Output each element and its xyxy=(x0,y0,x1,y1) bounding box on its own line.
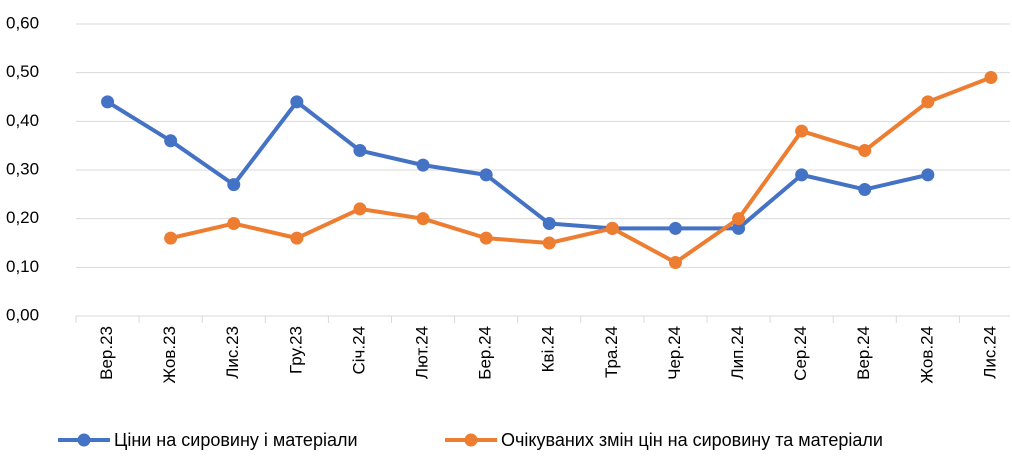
legend-label: Очікуваних змін цін на сировину та матер… xyxy=(501,430,883,450)
data-point xyxy=(542,217,556,231)
y-tick-label: 0,20 xyxy=(6,208,39,227)
x-tick-label: Жов.24 xyxy=(917,326,936,384)
data-point xyxy=(479,231,493,245)
data-point xyxy=(353,202,367,216)
y-tick-label: 0,30 xyxy=(6,159,39,178)
data-point xyxy=(795,168,809,182)
data-point xyxy=(668,221,682,235)
x-tick-label: Лис.24 xyxy=(980,326,999,379)
data-point xyxy=(164,134,178,148)
data-point xyxy=(668,255,682,269)
data-point xyxy=(542,236,556,250)
x-tick-label: Січ.24 xyxy=(349,326,368,375)
data-point xyxy=(984,71,998,85)
x-tick-label: Бер.24 xyxy=(476,326,495,380)
data-point xyxy=(921,95,935,109)
data-point xyxy=(164,231,178,245)
data-point xyxy=(858,182,872,196)
data-point xyxy=(605,221,619,235)
y-tick-label: 0,40 xyxy=(6,111,39,130)
x-tick-label: Лют.24 xyxy=(413,326,432,379)
legend-marker xyxy=(77,433,91,447)
data-point xyxy=(921,168,935,182)
x-tick-label: Вер.24 xyxy=(854,326,873,380)
legend-label: Ціни на сировину і матеріали xyxy=(114,430,358,450)
data-point xyxy=(290,231,304,245)
series-line xyxy=(170,75,992,265)
y-tick-label: 0,00 xyxy=(6,305,39,324)
x-tick-label: Чер.24 xyxy=(665,326,684,380)
y-tick-label: 0,50 xyxy=(6,62,39,81)
x-tick-label: Вер.23 xyxy=(97,326,116,380)
data-point xyxy=(416,212,430,226)
series-line xyxy=(106,99,929,231)
data-point xyxy=(479,168,493,182)
x-tick-label: Гру.23 xyxy=(286,326,305,374)
data-point xyxy=(732,212,746,226)
data-point xyxy=(858,144,872,158)
x-tick-label: Тра.24 xyxy=(602,326,621,378)
y-tick-label: 0,10 xyxy=(6,257,39,276)
data-point xyxy=(732,221,746,235)
y-tick-label: 0,60 xyxy=(6,13,39,32)
x-tick-label: Лип.24 xyxy=(728,326,747,380)
x-tick-label: Жов.23 xyxy=(160,326,179,384)
x-tick-label: Сер.24 xyxy=(791,326,810,381)
legend-marker xyxy=(464,433,478,447)
data-point xyxy=(227,217,241,231)
data-point xyxy=(227,178,241,192)
data-point xyxy=(290,95,304,109)
data-point xyxy=(416,158,430,172)
data-point xyxy=(101,95,115,109)
data-point xyxy=(795,124,809,138)
x-tick-label: Лис.23 xyxy=(223,326,242,379)
data-point xyxy=(353,144,367,158)
x-tick-label: Кві.24 xyxy=(539,326,558,372)
